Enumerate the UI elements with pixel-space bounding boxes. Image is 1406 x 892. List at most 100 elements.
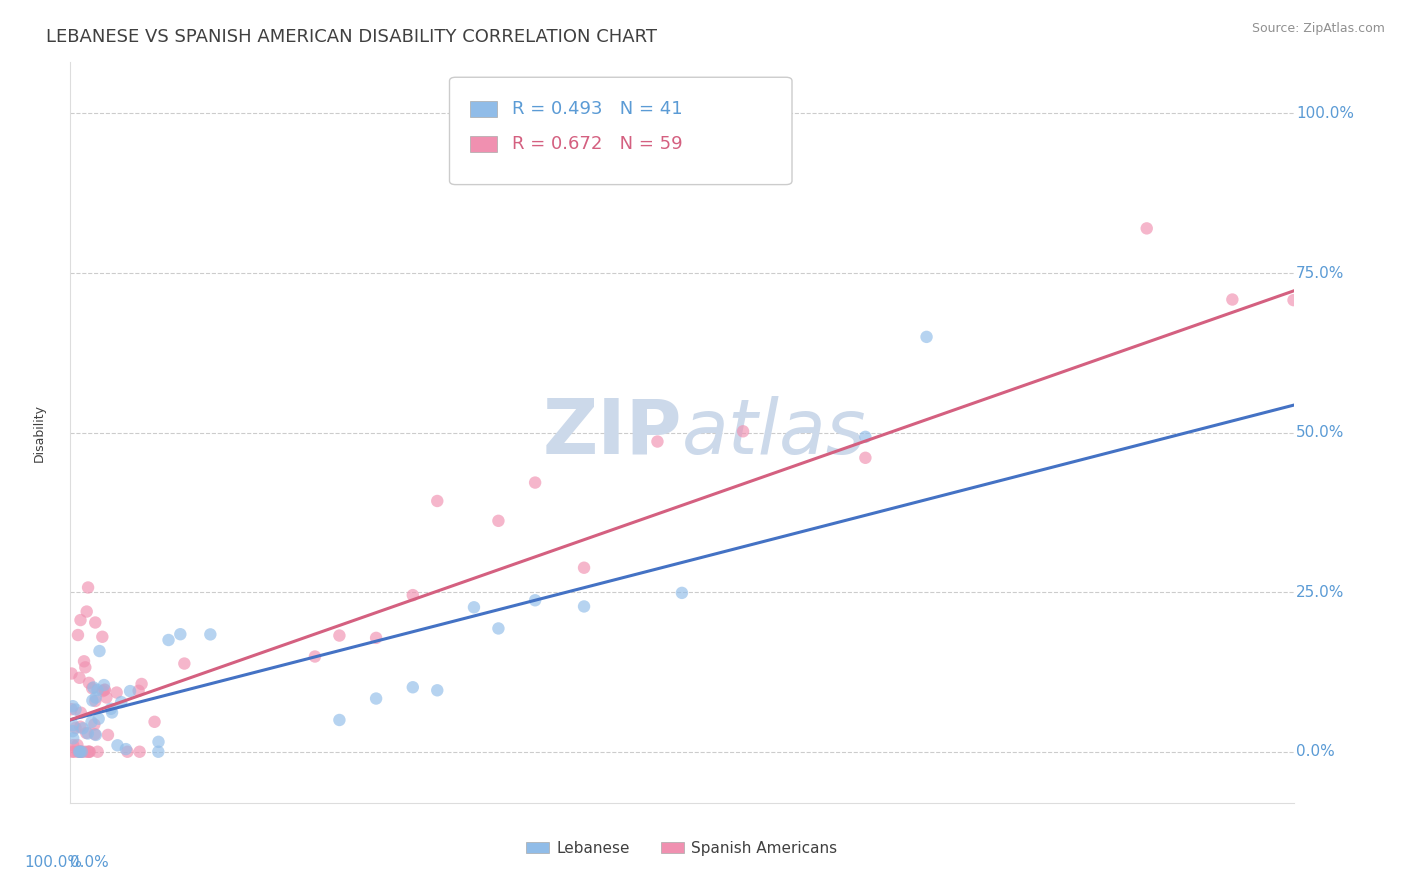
Point bbox=[304, 649, 326, 664]
Text: 25.0%: 25.0% bbox=[1296, 584, 1344, 599]
Point bbox=[83, 717, 105, 731]
Point bbox=[75, 660, 97, 674]
Point bbox=[426, 494, 449, 508]
Point bbox=[647, 434, 669, 449]
Point bbox=[62, 718, 84, 732]
Point bbox=[524, 475, 547, 490]
Point bbox=[69, 720, 91, 734]
Text: 75.0%: 75.0% bbox=[1296, 266, 1344, 281]
Point bbox=[63, 745, 86, 759]
Point bbox=[671, 586, 693, 600]
Point bbox=[70, 745, 93, 759]
Point bbox=[69, 671, 91, 685]
Point bbox=[1136, 221, 1159, 235]
Point bbox=[84, 694, 107, 708]
Point bbox=[96, 690, 118, 705]
Point bbox=[75, 726, 97, 740]
Point bbox=[82, 693, 104, 707]
FancyBboxPatch shape bbox=[450, 78, 792, 185]
Point bbox=[173, 657, 195, 671]
Point bbox=[366, 691, 388, 706]
Point bbox=[115, 742, 138, 756]
Point bbox=[91, 684, 114, 698]
Legend: Lebanese, Spanish Americans: Lebanese, Spanish Americans bbox=[520, 835, 844, 862]
Point bbox=[69, 745, 91, 759]
Text: R = 0.493   N = 41: R = 0.493 N = 41 bbox=[512, 100, 682, 118]
Point bbox=[488, 622, 510, 636]
FancyBboxPatch shape bbox=[470, 101, 498, 117]
Point bbox=[66, 628, 89, 642]
Text: 50.0%: 50.0% bbox=[1296, 425, 1344, 440]
Point bbox=[73, 745, 96, 759]
Point bbox=[128, 683, 150, 698]
Point bbox=[77, 726, 100, 740]
Point bbox=[328, 713, 350, 727]
Point bbox=[101, 706, 124, 720]
Point bbox=[91, 630, 114, 644]
Point bbox=[89, 644, 111, 658]
Point bbox=[97, 728, 120, 742]
Point bbox=[72, 721, 94, 735]
Point bbox=[67, 745, 90, 759]
Point bbox=[79, 745, 101, 759]
Point bbox=[69, 613, 91, 627]
Point bbox=[77, 676, 100, 690]
Point bbox=[488, 514, 510, 528]
Point bbox=[733, 425, 755, 439]
Point bbox=[84, 615, 107, 630]
Point bbox=[82, 681, 104, 695]
Point bbox=[402, 588, 425, 602]
Point bbox=[143, 714, 166, 729]
Point bbox=[86, 745, 108, 759]
Point bbox=[524, 593, 547, 607]
Point bbox=[65, 721, 87, 735]
Point bbox=[76, 605, 98, 619]
Text: ZIP: ZIP bbox=[543, 396, 682, 469]
Point bbox=[855, 430, 877, 444]
Point bbox=[169, 627, 191, 641]
Text: R = 0.672   N = 59: R = 0.672 N = 59 bbox=[512, 135, 682, 153]
Text: atlas: atlas bbox=[682, 396, 866, 469]
Point bbox=[426, 683, 449, 698]
Point bbox=[157, 632, 180, 647]
Point bbox=[70, 706, 93, 720]
Point bbox=[200, 627, 222, 641]
Point bbox=[148, 745, 170, 759]
Text: 100.0%: 100.0% bbox=[1296, 106, 1354, 121]
Point bbox=[67, 745, 90, 759]
Point bbox=[328, 629, 350, 643]
Point bbox=[69, 745, 91, 759]
Point bbox=[1220, 293, 1243, 307]
Point bbox=[62, 731, 84, 746]
Point bbox=[402, 680, 425, 694]
Point bbox=[80, 714, 103, 729]
Point bbox=[1282, 293, 1305, 307]
Point bbox=[87, 712, 110, 726]
Text: 0.0%: 0.0% bbox=[1296, 744, 1334, 759]
Point bbox=[86, 682, 108, 697]
Point bbox=[463, 600, 485, 615]
Point bbox=[148, 735, 170, 749]
Point bbox=[77, 581, 100, 595]
Point bbox=[60, 745, 83, 759]
Point bbox=[82, 681, 104, 696]
Point bbox=[131, 677, 153, 691]
Point bbox=[65, 702, 87, 716]
Point bbox=[94, 682, 117, 697]
Point bbox=[915, 330, 938, 344]
Point bbox=[77, 745, 100, 759]
Text: 100.0%: 100.0% bbox=[24, 855, 83, 870]
Point bbox=[117, 745, 139, 759]
Point bbox=[366, 631, 388, 645]
Point bbox=[77, 745, 100, 759]
Text: 0.0%: 0.0% bbox=[70, 855, 110, 870]
Point bbox=[572, 599, 595, 614]
Point bbox=[100, 702, 122, 716]
Point bbox=[70, 745, 93, 759]
Point bbox=[118, 684, 141, 698]
Point bbox=[62, 738, 84, 752]
Point bbox=[60, 702, 83, 716]
Point bbox=[105, 685, 128, 699]
Point bbox=[73, 654, 96, 668]
Point bbox=[69, 745, 91, 759]
